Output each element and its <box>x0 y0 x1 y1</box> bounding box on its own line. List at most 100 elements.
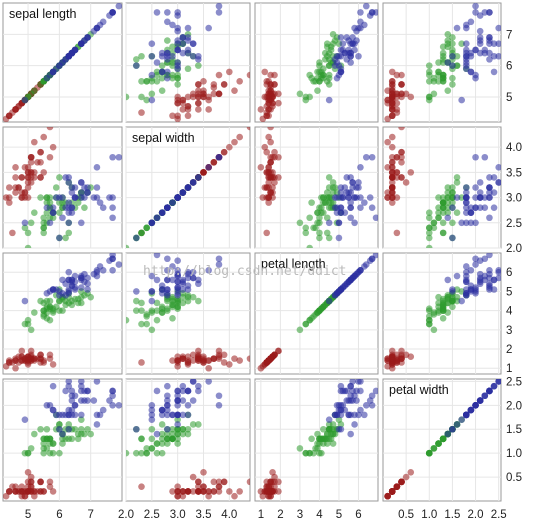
x-tick-label: 1 <box>258 509 264 521</box>
data-point <box>143 445 150 452</box>
panel-r0-c2 <box>254 2 379 123</box>
data-point <box>467 406 475 414</box>
data-point <box>158 435 166 443</box>
data-point <box>62 56 69 63</box>
data-point <box>59 214 66 222</box>
panel-points <box>384 253 501 372</box>
y-tick-label: 3.5 <box>506 167 522 179</box>
data-point <box>205 266 212 274</box>
data-point <box>444 295 452 303</box>
data-point <box>439 71 447 79</box>
data-point <box>430 326 438 334</box>
data-point <box>449 303 456 311</box>
data-point <box>296 219 304 227</box>
data-point <box>37 194 44 201</box>
data-point <box>335 52 343 60</box>
data-point <box>388 164 396 171</box>
data-point <box>169 488 176 495</box>
data-point <box>189 379 197 385</box>
data-point <box>153 253 161 259</box>
y-tick-label: 3 <box>506 325 512 337</box>
data-point <box>99 406 107 414</box>
data-point <box>407 353 415 361</box>
data-point <box>184 411 192 419</box>
data-point <box>24 184 32 191</box>
data-point <box>99 18 107 26</box>
data-point <box>84 425 91 433</box>
data-point <box>164 266 171 274</box>
data-point <box>153 9 161 16</box>
data-point <box>490 174 498 181</box>
data-point <box>357 406 364 414</box>
data-point <box>71 194 79 201</box>
x-tick-label: 4.0 <box>221 509 237 521</box>
data-point <box>109 9 116 16</box>
data-point <box>12 184 19 191</box>
data-point <box>179 430 187 438</box>
data-point <box>368 392 376 400</box>
data-point <box>407 169 415 176</box>
data-point <box>133 307 140 314</box>
data-point <box>184 37 192 44</box>
data-point <box>164 52 171 60</box>
data-point <box>339 402 347 409</box>
data-point <box>388 194 396 201</box>
watermark-text: http://blog.csdn.net/ddict <box>143 264 347 279</box>
y-tick-label: 2.0 <box>506 400 522 412</box>
data-point <box>323 43 331 51</box>
data-point <box>215 90 223 98</box>
panel-r2-c1 <box>125 252 251 375</box>
x-tick-label: 3 <box>297 509 303 521</box>
panel-r3-c2 <box>254 378 379 502</box>
data-point <box>398 71 405 79</box>
data-point <box>65 406 73 414</box>
data-point <box>329 440 337 447</box>
data-point <box>200 359 207 366</box>
data-point <box>462 209 470 217</box>
data-point <box>486 40 493 48</box>
data-point <box>158 209 166 217</box>
data-point <box>174 65 181 73</box>
data-point <box>402 473 410 481</box>
x-tick-label: 2.5 <box>144 509 160 521</box>
data-point <box>184 112 192 120</box>
data-point <box>368 9 376 16</box>
data-point <box>65 268 73 276</box>
data-point <box>407 93 415 101</box>
data-point <box>388 84 396 91</box>
data-point <box>43 74 51 82</box>
data-point <box>174 194 181 201</box>
data-point <box>195 106 202 113</box>
data-point <box>430 90 438 98</box>
data-point <box>77 425 85 433</box>
data-point <box>43 425 51 433</box>
data-point <box>153 440 161 447</box>
data-point <box>347 392 354 400</box>
data-point <box>81 430 88 438</box>
data-point <box>24 468 32 476</box>
data-point <box>435 204 442 211</box>
data-point <box>21 297 29 305</box>
data-point <box>261 143 269 151</box>
data-point <box>65 288 73 295</box>
data-point <box>24 488 32 495</box>
data-point <box>388 68 396 76</box>
data-point <box>184 430 192 438</box>
data-point <box>425 71 433 79</box>
data-point <box>93 184 101 191</box>
data-point <box>226 143 233 151</box>
data-point <box>24 229 32 237</box>
data-point <box>200 87 207 94</box>
data-point <box>148 411 156 419</box>
data-point <box>435 59 442 66</box>
data-point <box>179 425 187 433</box>
x-tick-label: 3.5 <box>196 509 212 521</box>
data-point <box>476 27 484 35</box>
data-point <box>37 148 44 156</box>
panel-points <box>3 3 122 122</box>
data-point <box>393 169 401 176</box>
data-point <box>263 112 271 120</box>
data-point <box>331 194 339 201</box>
data-point <box>148 52 156 60</box>
data-point <box>174 392 181 400</box>
